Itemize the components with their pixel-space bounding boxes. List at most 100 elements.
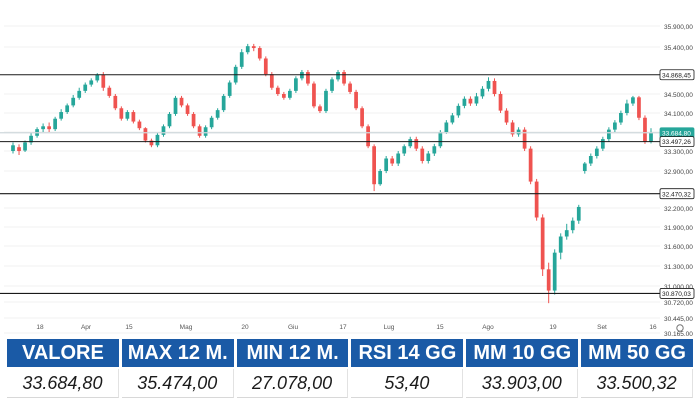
candle-body [330,79,334,91]
header-max-12m: MAX 12 M. [121,339,234,367]
x-tick-label: Set [597,324,607,331]
candle-body [372,146,376,185]
candle-body [619,113,623,123]
candle-body [215,110,220,118]
candle-body [528,148,533,182]
candle-body [209,117,214,128]
candle-body [546,269,551,291]
candle-body [161,126,166,135]
candle-body [245,46,250,53]
candle-body [149,140,154,146]
candle-body [125,112,130,119]
candle-body [342,72,346,84]
candle-body [312,83,316,107]
x-tick-label: 19 [549,324,557,331]
candle-body [288,90,292,98]
candle-body [480,88,485,97]
candle-body [354,91,358,109]
candle-body [348,83,352,92]
candle-body [23,142,27,151]
candle-body [360,108,364,127]
level-price-tag [659,69,695,81]
candle-body [173,97,178,114]
settings-icon [676,324,684,332]
x-tick-label: 17 [339,324,347,331]
header-mm-10gg: MM 10 GG [466,339,579,367]
y-tick-label: 31.600,00 [664,244,693,251]
candle-body [89,80,94,85]
candle-body [119,108,124,119]
candle-body [318,106,322,112]
candle-body [408,139,413,147]
candle-body [281,94,286,98]
candle-body [366,126,370,147]
level-price-label: 33.684,80 [662,130,691,137]
y-tick-label: 35.900,00 [664,24,693,31]
candle-body [275,87,280,94]
candle-body [450,115,455,123]
candle-body [227,82,232,96]
candle-body [552,252,557,291]
candle-body [576,206,581,221]
candle-body [504,110,509,123]
x-tick-label: 16 [649,324,657,331]
candle-body [185,105,190,114]
candle-body [251,46,256,49]
candle-body [179,97,184,106]
candle-body [306,72,310,84]
candle-body [47,126,51,130]
level-price-label: 30.870,03 [662,291,691,298]
x-tick-label: Apr [81,324,92,331]
header-min-12m: MIN 12 M. [236,339,349,367]
x-tick-label: 15 [436,324,444,331]
candle-body [438,132,443,147]
candle-body [53,118,58,130]
candle-body [77,90,82,98]
x-tick-label: 15 [125,324,133,331]
x-tick-label: Giu [288,324,299,331]
x-tick-label: 20 [241,324,249,331]
candle-body [83,84,88,91]
candle-body [143,128,148,141]
candle-body [324,90,328,112]
candle-body [155,134,160,146]
candle-body [113,95,118,109]
y-tick-label: 34.500,00 [664,92,693,99]
x-tick-label: Lug [384,324,395,331]
candle-body [570,220,575,231]
candle-body [257,48,262,59]
candle-body [269,74,274,88]
candle-body [606,129,611,140]
y-tick-label: 32.900,00 [664,169,693,176]
candle-body [65,105,70,113]
candle-body [191,113,196,127]
candle-body [11,145,15,151]
level-price-label: 33.497,26 [662,139,691,146]
candle-body [456,105,461,116]
candle-body [402,146,407,154]
candle-body [498,94,503,111]
y-tick-label: 30.445,00 [664,316,693,323]
stats-value-row: 33.684,80 35.474,00 27.078,00 53,40 33.9… [7,369,693,398]
y-tick-label: 32.200,00 [664,206,693,213]
candle-body [29,135,33,143]
y-tick-label: 35.400,00 [664,45,693,52]
candle-body [631,97,635,104]
candle-body [613,122,617,130]
candle-body [203,127,208,136]
candle-body [95,74,100,81]
candle-body [107,87,112,96]
candle-body [420,148,425,161]
y-tick-label: 33.300,00 [664,149,693,156]
stats-table: VALORE MAX 12 M. MIN 12 M. RSI 14 GG MM … [4,337,696,400]
candle-body [474,96,479,104]
level-price-tag [659,288,695,299]
candle-body [510,122,515,135]
candle-body [564,230,569,237]
candle-body [384,158,389,171]
y-tick-label: 30.720,00 [664,300,693,307]
y-tick-label: 31.900,00 [664,225,693,232]
candle-body [625,103,629,113]
value-valore: 33.684,80 [7,369,119,398]
candle-body [637,97,641,118]
